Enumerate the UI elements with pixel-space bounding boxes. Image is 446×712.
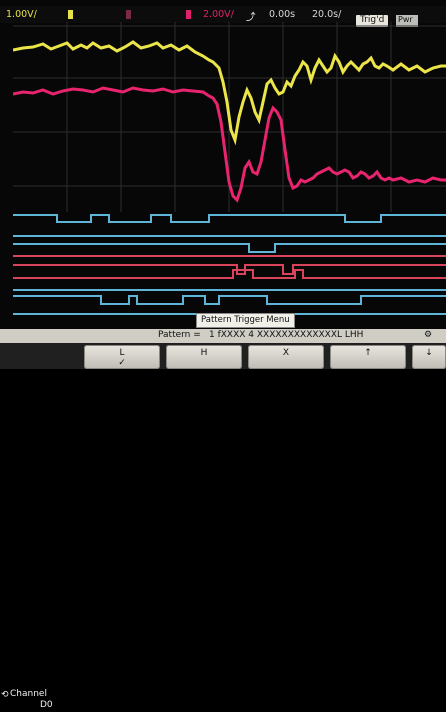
status-bar: 1.00V/ 2.00V/ ⤴ 0.00s 20.0s/ Trig'd Pwr [0,6,446,27]
oscilloscope-display: 1.00V/ 2.00V/ ⤴ 0.00s 20.0s/ Trig'd Pwr [0,6,446,710]
pattern-label: Pattern = [158,330,201,340]
pattern-trigger-tooltip: Pattern Trigger Menu [196,313,295,328]
digital-line-d0 [13,214,446,223]
softkey-dont-care-label: X [282,348,290,358]
channel-softkey[interactable]: ⟲ Channel D0 [0,686,80,712]
softkey-dont-care[interactable]: X [248,345,324,369]
rising-edge-icon: ↑ [364,348,372,358]
digital-line-d5 [13,269,446,279]
softkey-high-label: H [200,348,208,358]
trigger-status-label: Trig'd [360,15,385,25]
delay-value[interactable]: 0.00s [269,9,296,20]
softkey-falling[interactable]: ↓ [412,345,446,369]
power-badge: Pwr [396,15,418,27]
trigger-status-badge: Trig'd [356,15,388,27]
ch1-indicator [68,10,73,19]
channel-label: Channel [10,689,47,699]
pattern-bar: Pattern = 1 fXXXX 4 XXXXXXXXXXXXXL LHH ⚙ [0,329,446,343]
ch2-indicator [186,10,191,19]
softkey-rising[interactable]: ↑ [330,345,406,369]
softkey-low[interactable]: L ✓ [84,345,160,369]
power-label: Pwr [398,15,413,24]
ch1-scale[interactable]: 1.00V/ [6,9,37,20]
ch2-scale[interactable]: 2.00V/ [203,9,234,20]
softkey-bar: ⟲ Channel D0 L ✓ H X ↑ ↓ [0,343,446,710]
softkey-low-label: L [119,348,125,358]
softkey-high[interactable]: H [166,345,242,369]
graticule-lines [13,22,446,212]
digital-line-d7 [13,295,446,305]
timebase-value[interactable]: 20.0s/ [312,9,342,20]
ch2-waveform [13,86,446,203]
rotate-knob-icon: ⟲ [1,690,9,700]
channel-value: D0 [40,700,53,710]
falling-edge-icon: ↓ [425,348,433,358]
checkmark-icon: ✓ [118,358,126,368]
pattern-value: 1 fXXXX 4 XXXXXXXXXXXXXL LHH [209,330,364,340]
waveform-graticule [13,22,446,315]
ch1-waveform [13,40,446,146]
digital-line-d4 [13,264,446,275]
trigger-edge-icon: ⤴ [246,12,256,23]
settings-icon[interactable]: ⚙ [424,330,433,340]
ch-indicator [126,10,131,19]
digital-line-d2 [13,243,446,253]
digital-channels [13,214,446,315]
